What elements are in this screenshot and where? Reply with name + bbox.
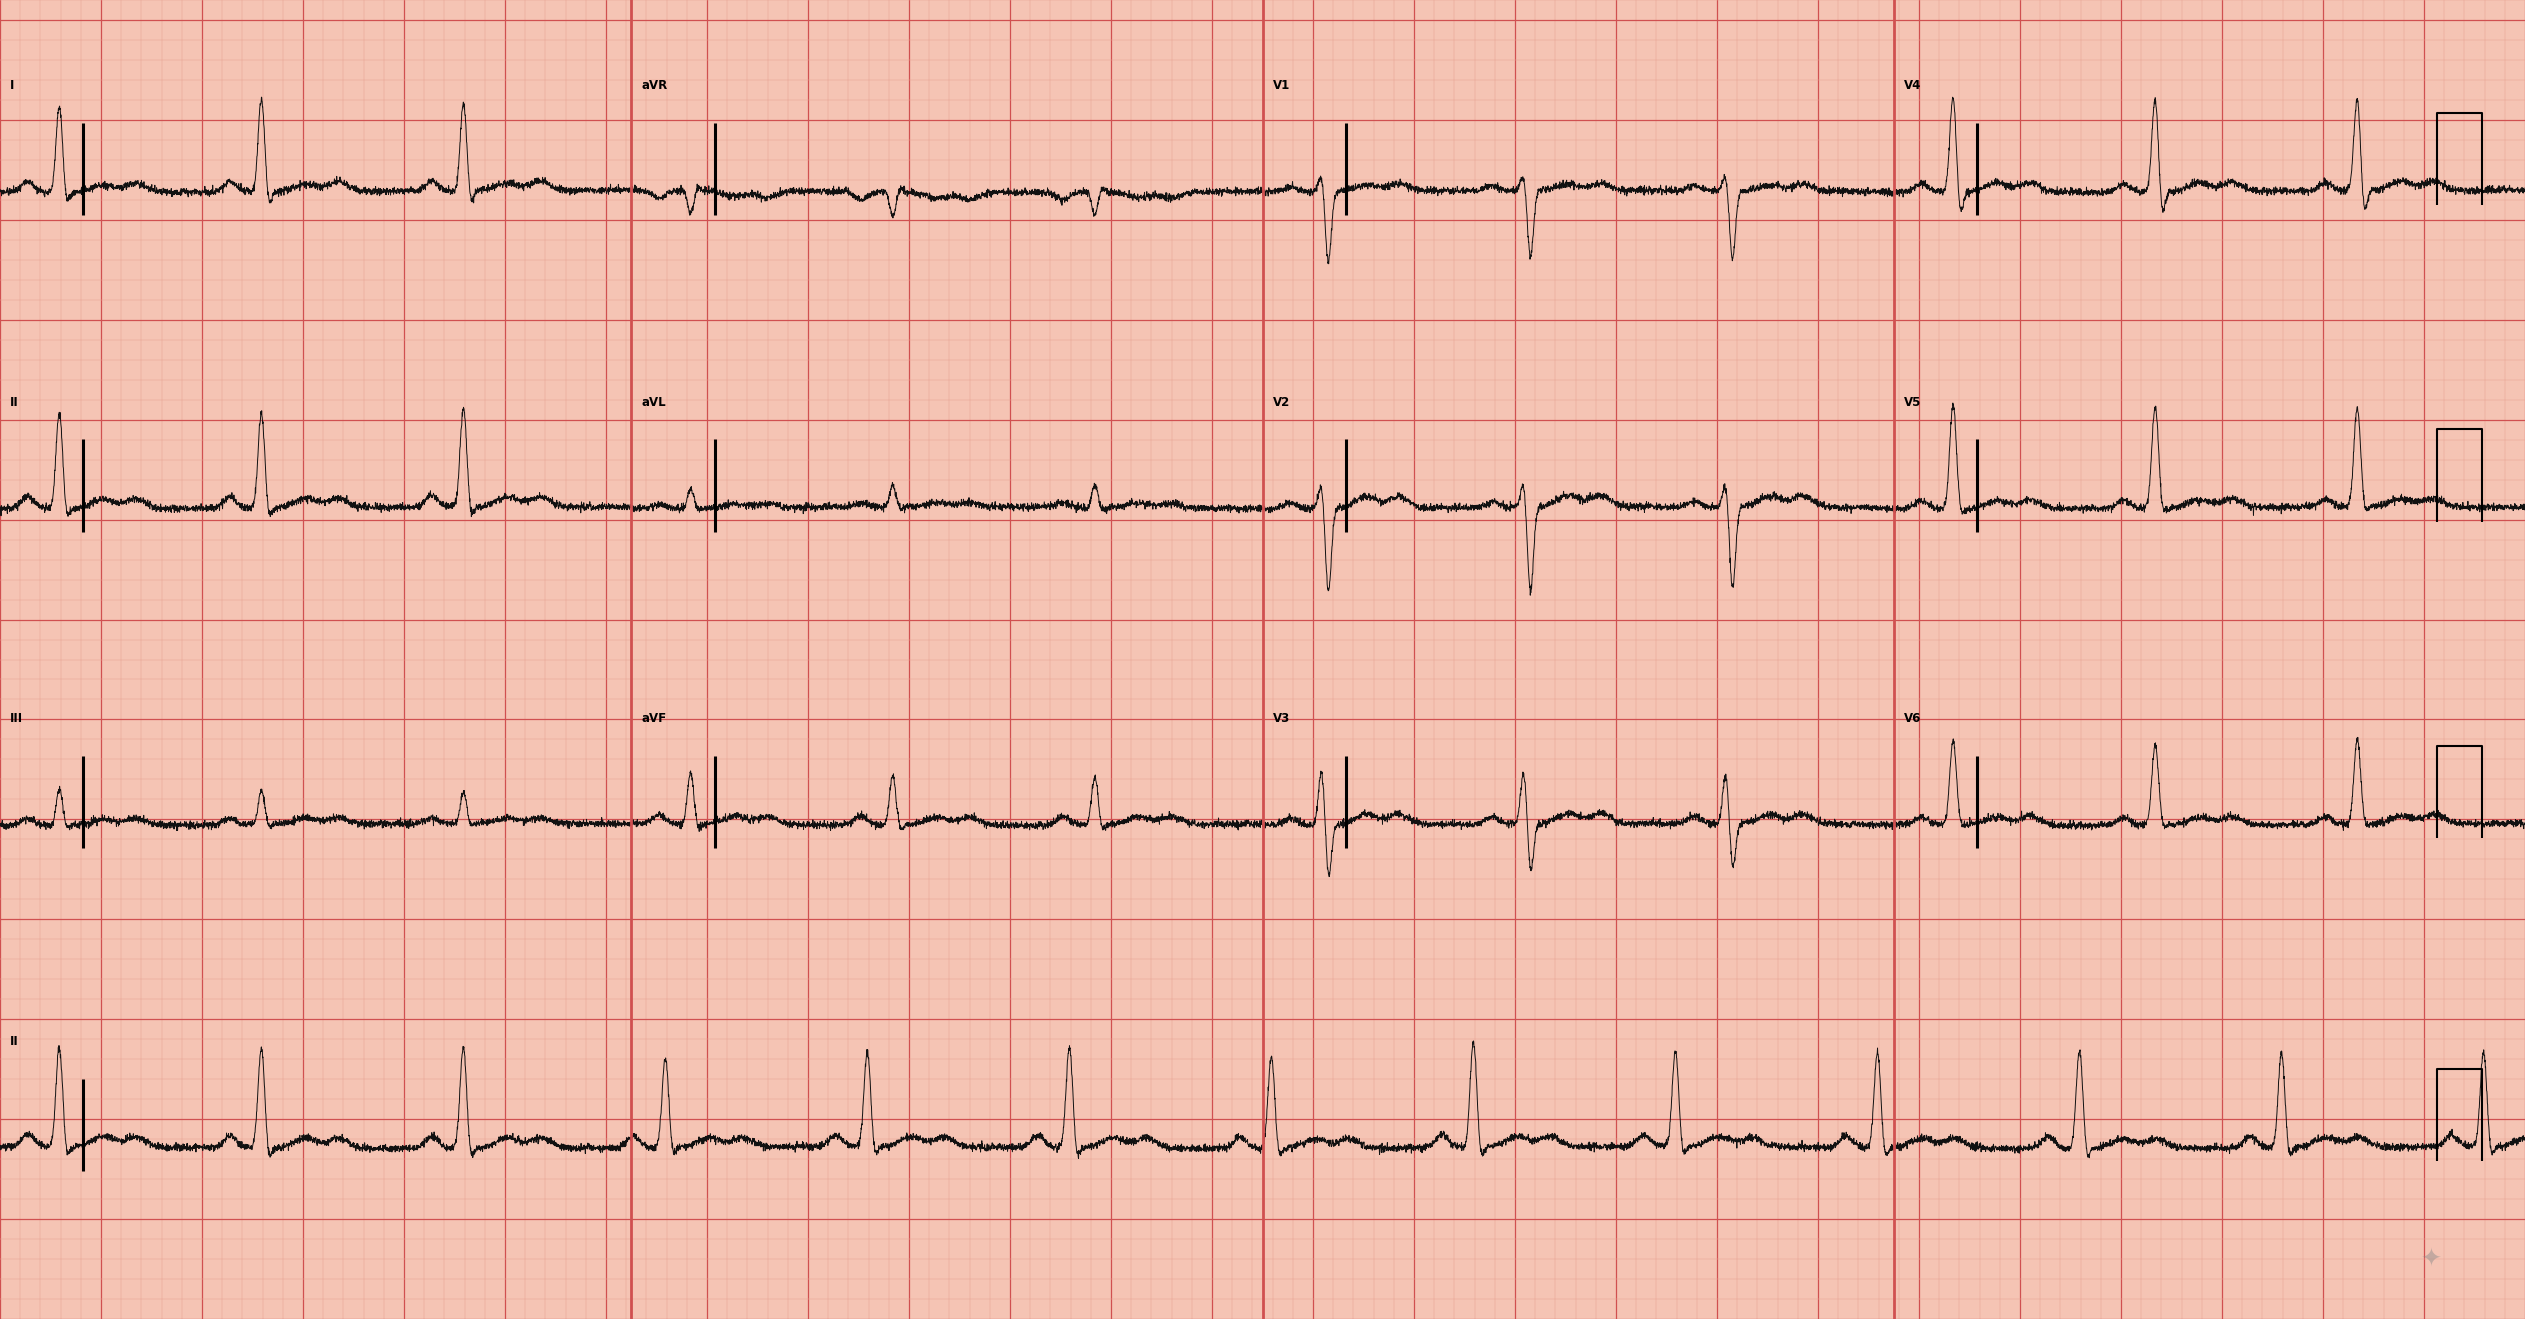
Text: aVL: aVL: [641, 396, 667, 409]
Text: V4: V4: [1904, 79, 1922, 92]
Text: II: II: [10, 1035, 18, 1049]
Text: aVR: aVR: [641, 79, 667, 92]
Text: V6: V6: [1904, 712, 1922, 725]
Text: ✦: ✦: [2421, 1248, 2442, 1272]
Text: V1: V1: [1273, 79, 1290, 92]
Text: II: II: [10, 396, 18, 409]
Text: I: I: [10, 79, 15, 92]
Text: III: III: [10, 712, 23, 725]
Text: V2: V2: [1273, 396, 1290, 409]
Text: aVF: aVF: [641, 712, 667, 725]
Text: V3: V3: [1273, 712, 1290, 725]
Text: V5: V5: [1904, 396, 1922, 409]
